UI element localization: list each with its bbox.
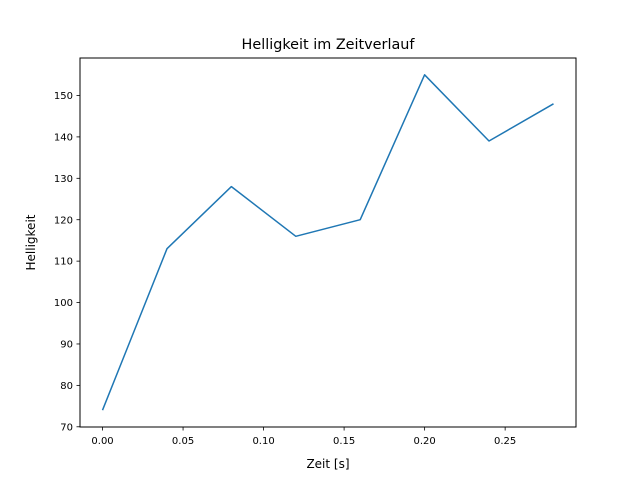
x-tick-label: 0.10 <box>252 436 274 447</box>
x-tick-label: 0.15 <box>333 436 355 447</box>
chart-title: Helligkeit im Zeitverlauf <box>242 37 416 53</box>
y-tick-label: 70 <box>60 422 73 433</box>
x-axis-label: Zeit [s] <box>306 457 349 471</box>
x-tick-label: 0.20 <box>413 436 435 447</box>
y-tick-label: 120 <box>54 215 73 226</box>
y-tick-label: 100 <box>54 298 73 309</box>
y-tick-label: 80 <box>60 381 73 392</box>
y-axis-label: Helligkeit <box>24 214 38 270</box>
y-tick-label: 140 <box>54 132 73 143</box>
x-tick-label: 0.25 <box>494 436 516 447</box>
y-tick-label: 110 <box>54 257 73 268</box>
y-tick-label: 150 <box>54 91 73 102</box>
y-tick-label: 130 <box>54 174 73 185</box>
x-tick-label: 0.05 <box>172 436 194 447</box>
x-tick-label: 0.00 <box>91 436 113 447</box>
y-tick-label: 90 <box>60 340 73 351</box>
